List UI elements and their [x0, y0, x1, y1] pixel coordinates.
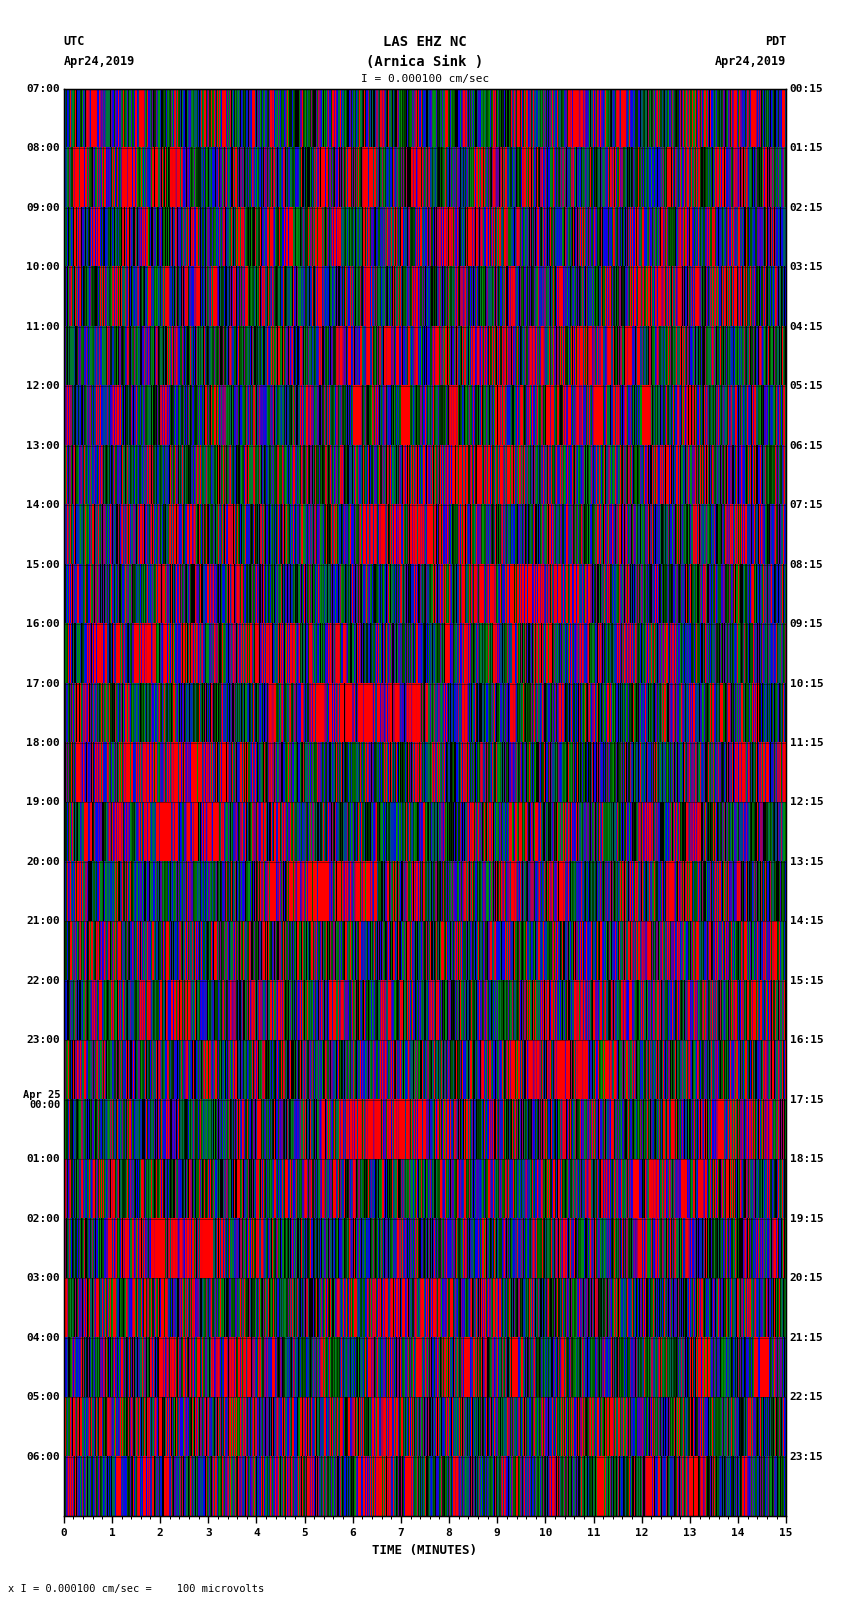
Text: 06:00: 06:00 [26, 1452, 60, 1461]
Text: 18:00: 18:00 [26, 739, 60, 748]
Text: 04:15: 04:15 [790, 321, 824, 332]
Text: 20:15: 20:15 [790, 1273, 824, 1284]
Text: 01:15: 01:15 [790, 144, 824, 153]
Text: 00:00: 00:00 [29, 1100, 60, 1110]
Text: UTC: UTC [64, 35, 85, 48]
X-axis label: TIME (MINUTES): TIME (MINUTES) [372, 1544, 478, 1557]
Text: 04:00: 04:00 [26, 1332, 60, 1342]
Text: 16:15: 16:15 [790, 1036, 824, 1045]
Text: 23:00: 23:00 [26, 1036, 60, 1045]
Text: 14:15: 14:15 [790, 916, 824, 926]
Text: 10:15: 10:15 [790, 679, 824, 689]
Text: 08:15: 08:15 [790, 560, 824, 569]
Text: (Arnica Sink ): (Arnica Sink ) [366, 55, 484, 69]
Text: 01:00: 01:00 [26, 1155, 60, 1165]
Text: 14:00: 14:00 [26, 500, 60, 510]
Text: 19:00: 19:00 [26, 797, 60, 808]
Text: 09:00: 09:00 [26, 203, 60, 213]
Text: 16:00: 16:00 [26, 619, 60, 629]
Text: 12:15: 12:15 [790, 797, 824, 808]
Text: 11:00: 11:00 [26, 321, 60, 332]
Text: PDT: PDT [765, 35, 786, 48]
Text: 03:00: 03:00 [26, 1273, 60, 1284]
Text: Apr 25: Apr 25 [23, 1090, 60, 1100]
Text: 11:15: 11:15 [790, 739, 824, 748]
Text: 17:15: 17:15 [790, 1095, 824, 1105]
Text: Apr24,2019: Apr24,2019 [64, 55, 135, 68]
Text: LAS EHZ NC: LAS EHZ NC [383, 35, 467, 50]
Text: 06:15: 06:15 [790, 440, 824, 450]
Text: 07:00: 07:00 [26, 84, 60, 94]
Text: 18:15: 18:15 [790, 1155, 824, 1165]
Text: 22:15: 22:15 [790, 1392, 824, 1402]
Text: 10:00: 10:00 [26, 263, 60, 273]
Text: 21:15: 21:15 [790, 1332, 824, 1342]
Text: 20:00: 20:00 [26, 857, 60, 866]
Text: I = 0.000100 cm/sec: I = 0.000100 cm/sec [361, 74, 489, 84]
Text: 23:15: 23:15 [790, 1452, 824, 1461]
Text: 05:15: 05:15 [790, 381, 824, 390]
Text: 05:00: 05:00 [26, 1392, 60, 1402]
Text: x I = 0.000100 cm/sec =    100 microvolts: x I = 0.000100 cm/sec = 100 microvolts [8, 1584, 264, 1594]
Text: 13:00: 13:00 [26, 440, 60, 450]
Text: 00:15: 00:15 [790, 84, 824, 94]
Text: 22:00: 22:00 [26, 976, 60, 986]
Text: 12:00: 12:00 [26, 381, 60, 390]
Text: Apr24,2019: Apr24,2019 [715, 55, 786, 68]
Text: 21:00: 21:00 [26, 916, 60, 926]
Text: 13:15: 13:15 [790, 857, 824, 866]
Text: 03:15: 03:15 [790, 263, 824, 273]
Text: 08:00: 08:00 [26, 144, 60, 153]
Text: 07:15: 07:15 [790, 500, 824, 510]
Text: 15:00: 15:00 [26, 560, 60, 569]
Text: 17:00: 17:00 [26, 679, 60, 689]
Text: 15:15: 15:15 [790, 976, 824, 986]
Text: 09:15: 09:15 [790, 619, 824, 629]
Text: 19:15: 19:15 [790, 1215, 824, 1224]
Text: 02:15: 02:15 [790, 203, 824, 213]
Text: 02:00: 02:00 [26, 1215, 60, 1224]
